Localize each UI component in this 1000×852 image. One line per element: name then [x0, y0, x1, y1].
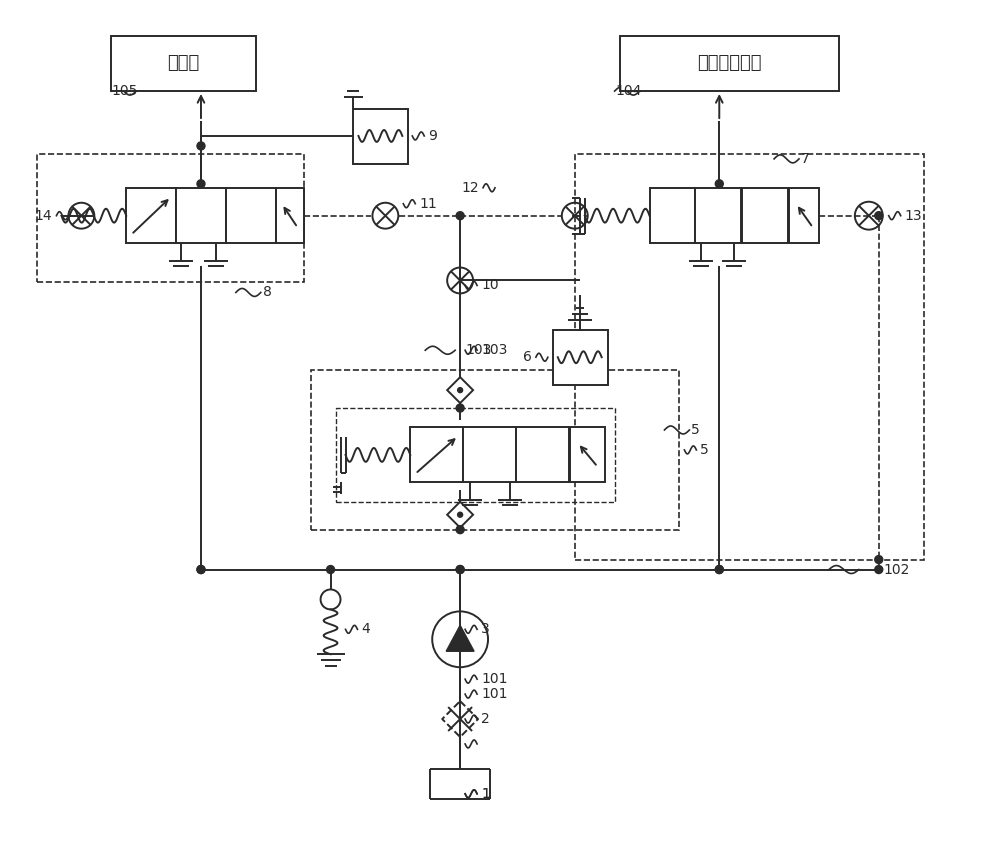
- Text: 1: 1: [481, 786, 490, 801]
- Bar: [410, 427, 463, 482]
- Circle shape: [197, 142, 205, 150]
- Text: 3: 3: [481, 622, 490, 636]
- Polygon shape: [446, 625, 474, 651]
- Text: 101: 101: [481, 687, 508, 701]
- Bar: [111, 37, 256, 91]
- Bar: [575, 154, 924, 560]
- Bar: [516, 427, 569, 482]
- Circle shape: [456, 566, 464, 573]
- Circle shape: [875, 211, 883, 220]
- Circle shape: [458, 388, 463, 393]
- Bar: [226, 187, 276, 243]
- Bar: [126, 187, 176, 243]
- Text: 10: 10: [481, 279, 499, 292]
- Text: 104: 104: [615, 84, 642, 98]
- Circle shape: [715, 180, 723, 187]
- Text: 1: 1: [481, 786, 490, 801]
- Text: 103: 103: [465, 343, 491, 357]
- Text: 4: 4: [361, 622, 370, 636]
- Text: 101: 101: [481, 672, 508, 686]
- Bar: [620, 37, 839, 91]
- Circle shape: [875, 566, 883, 573]
- Text: 6: 6: [523, 350, 532, 364]
- Text: 2: 2: [481, 712, 490, 726]
- Text: 8: 8: [263, 285, 272, 299]
- Text: 12: 12: [461, 181, 479, 195]
- Bar: [650, 187, 695, 243]
- Text: 5: 5: [691, 423, 700, 437]
- Text: 5: 5: [700, 443, 709, 457]
- Bar: [176, 187, 226, 243]
- Text: 7: 7: [801, 152, 810, 166]
- Bar: [570, 427, 605, 482]
- Circle shape: [875, 556, 883, 563]
- Bar: [336, 408, 615, 502]
- Text: 冷却润滑系统: 冷却润滑系统: [697, 55, 762, 72]
- Text: 102: 102: [884, 562, 910, 577]
- Bar: [276, 187, 304, 243]
- Bar: [742, 187, 788, 243]
- Bar: [353, 109, 408, 164]
- Circle shape: [456, 566, 464, 573]
- Bar: [37, 154, 304, 283]
- Circle shape: [456, 404, 464, 412]
- Circle shape: [456, 526, 464, 533]
- Bar: [695, 187, 741, 243]
- Bar: [789, 187, 819, 243]
- Circle shape: [327, 566, 335, 573]
- Circle shape: [715, 566, 723, 573]
- Bar: [311, 370, 679, 530]
- Text: 105: 105: [112, 84, 138, 98]
- Text: 11: 11: [419, 197, 437, 210]
- Text: 13: 13: [905, 209, 922, 222]
- Text: 9: 9: [428, 129, 437, 143]
- Text: 103: 103: [481, 343, 507, 357]
- Circle shape: [458, 512, 463, 517]
- Circle shape: [197, 566, 205, 573]
- Circle shape: [456, 211, 464, 220]
- Text: 14: 14: [35, 209, 52, 222]
- Bar: [553, 331, 608, 385]
- Circle shape: [197, 566, 205, 573]
- Circle shape: [197, 180, 205, 187]
- Bar: [463, 427, 516, 482]
- Text: 离合器: 离合器: [167, 55, 199, 72]
- Circle shape: [715, 566, 723, 573]
